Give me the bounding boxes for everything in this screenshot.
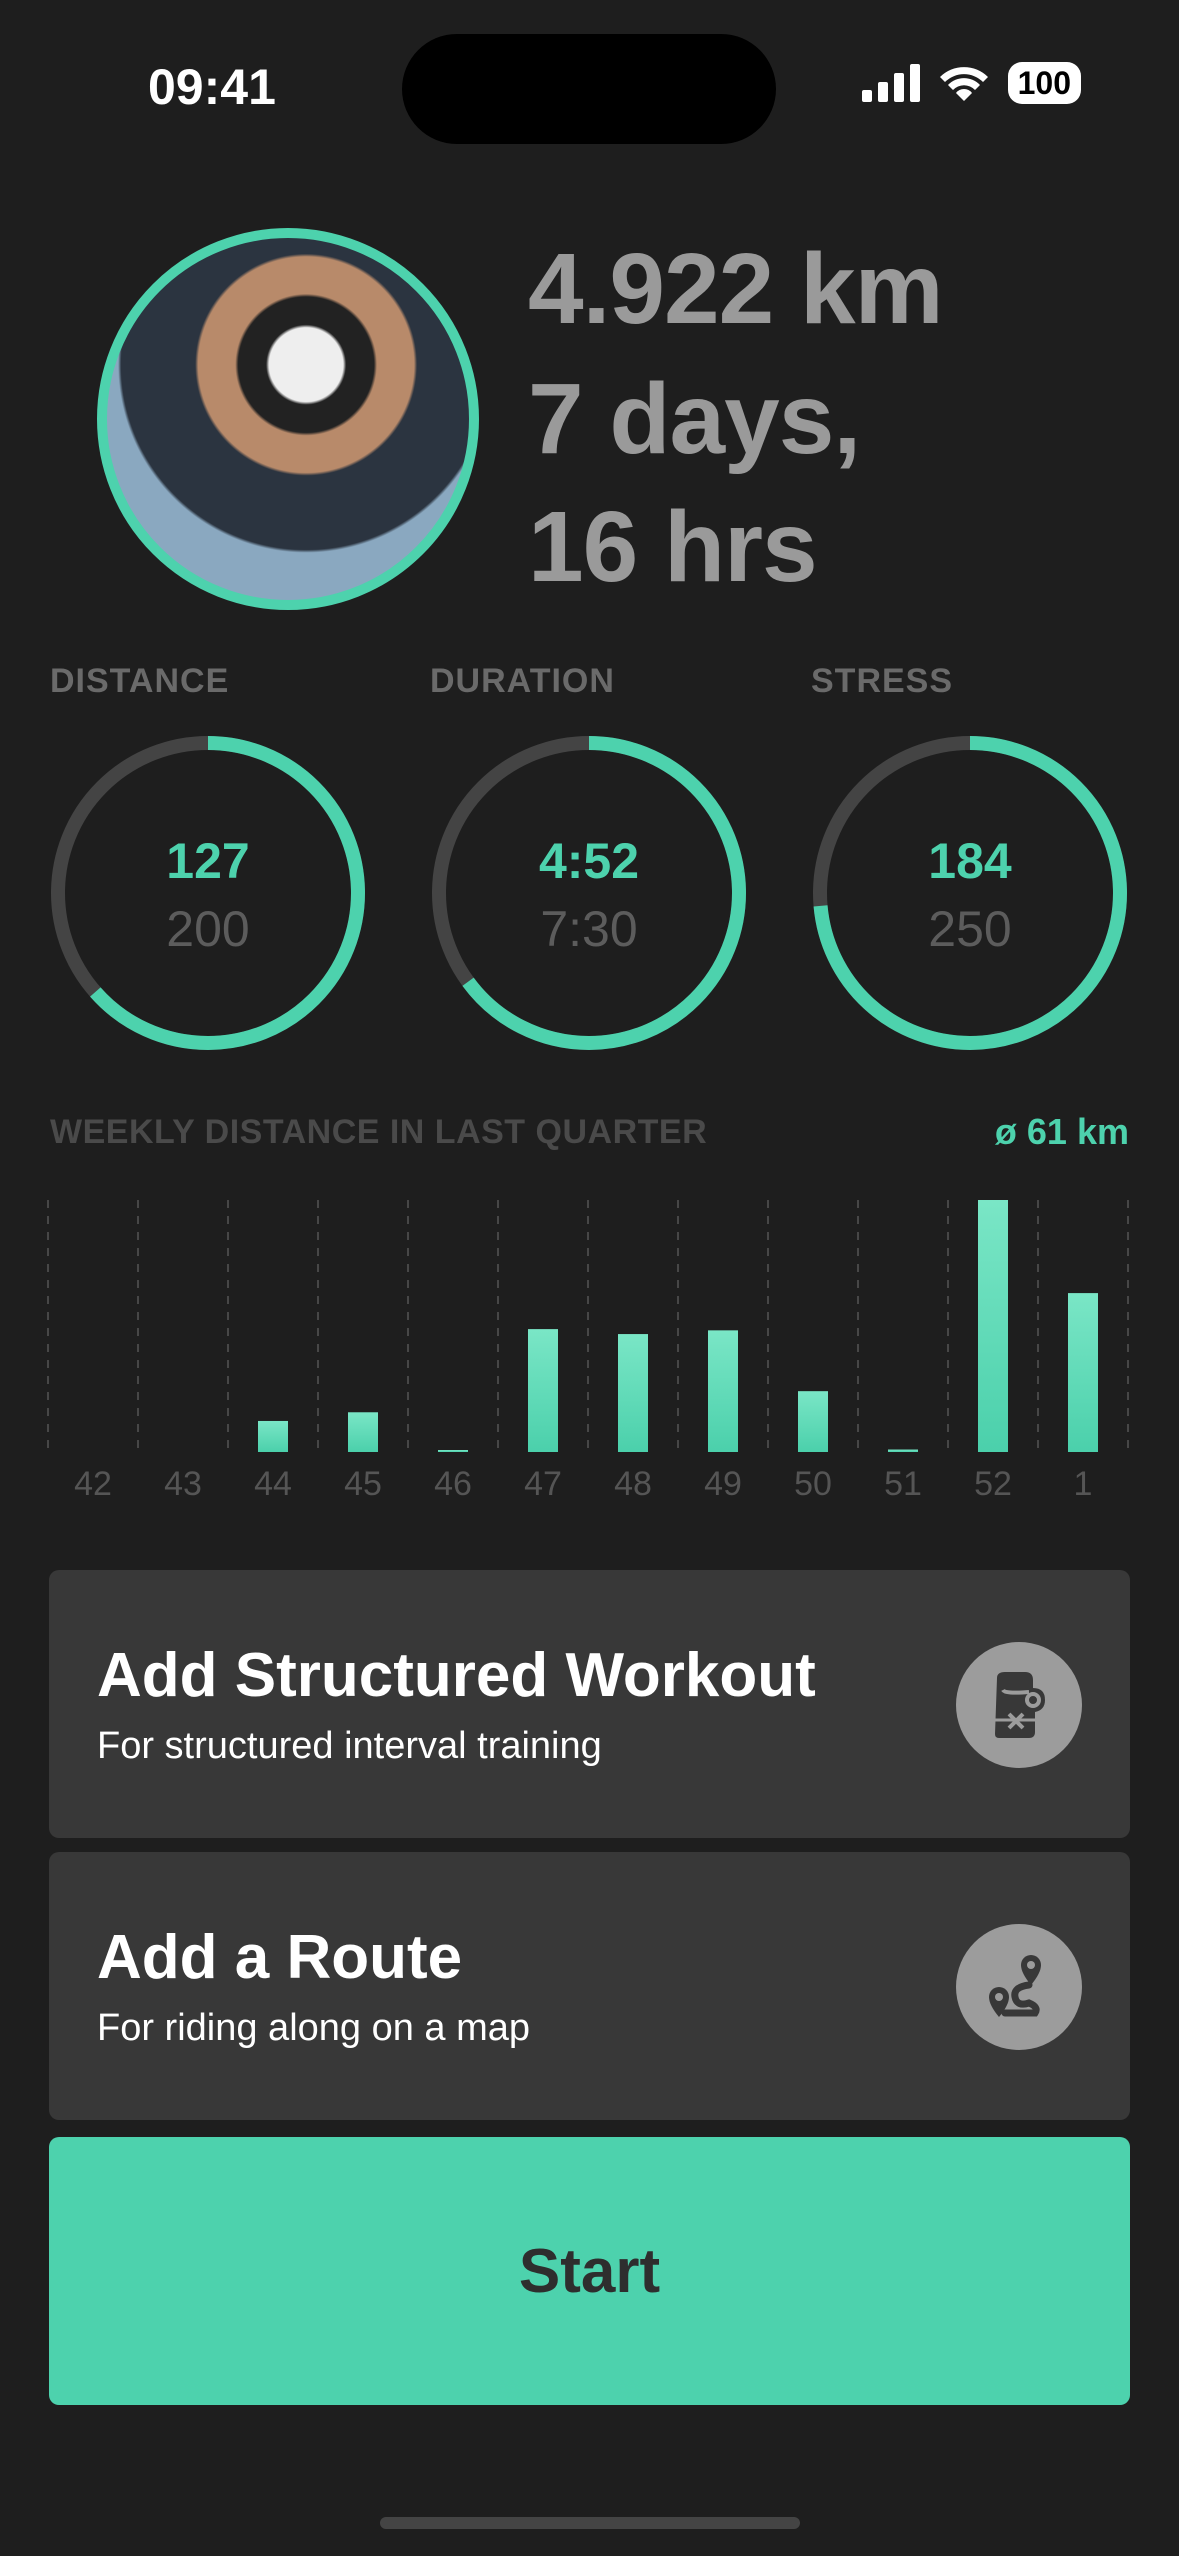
bar-week-45 — [348, 1412, 378, 1452]
x-tick-label: 43 — [164, 1465, 202, 1503]
weekly-distance-chart: 42 43 44 45 46 47 48 49 50 51 52 1 — [47, 1200, 1129, 1503]
stress-ring: 184 250 — [807, 730, 1133, 1056]
distance-ring: 127 200 — [45, 730, 371, 1056]
metric-label-distance: DISTANCE — [50, 662, 230, 700]
x-tick-label: 45 — [344, 1465, 382, 1503]
route-icon[interactable] — [956, 1924, 1082, 2050]
dynamic-island — [402, 34, 776, 144]
card-subtitle: For structured interval training — [97, 1725, 602, 1767]
signal-icon — [861, 64, 920, 102]
x-tick-label: 44 — [254, 1465, 292, 1503]
add-route-card[interactable]: Add a Route For riding along on a map — [49, 1852, 1130, 2120]
bar-week-50 — [798, 1391, 828, 1452]
bar-week-1 — [1068, 1293, 1098, 1452]
x-tick-label: 42 — [74, 1465, 112, 1503]
ring-value: 184 — [928, 833, 1012, 889]
total-time-hours: 16 hrs — [528, 491, 818, 603]
ring-progress — [813, 736, 1127, 1050]
bar-week-47 — [528, 1329, 558, 1452]
chart-average: ø 61 km — [994, 1111, 1129, 1152]
ring-value: 127 — [166, 833, 250, 889]
card-title: Add a Route — [97, 1923, 463, 1992]
bar-week-46 — [438, 1450, 468, 1452]
ring-goal: 200 — [166, 901, 250, 957]
ring-progress — [51, 736, 365, 1050]
add-structured-workout-card[interactable]: Add Structured Workout For structured in… — [49, 1570, 1130, 1838]
card-title: Add Structured Workout — [97, 1641, 816, 1710]
status-icons: 100 — [861, 62, 1081, 104]
x-tick-label: 46 — [434, 1465, 472, 1503]
home-indicator[interactable] — [380, 2517, 800, 2529]
metric-label-stress: STRESS — [811, 662, 954, 700]
battery-icon: 100 — [1007, 62, 1081, 104]
total-time-days: 7 days, — [528, 363, 861, 475]
boxing-glove-icon[interactable] — [956, 1642, 1082, 1768]
x-tick-label: 51 — [884, 1465, 922, 1503]
total-distance: 4.922 km — [528, 233, 944, 345]
bar-week-52 — [978, 1200, 1008, 1452]
x-tick-label: 47 — [524, 1465, 562, 1503]
card-subtitle: For riding along on a map — [97, 2007, 531, 2049]
bar-week-51 — [888, 1449, 918, 1452]
metric-label-duration: DURATION — [430, 662, 615, 700]
start-button[interactable]: Start — [49, 2137, 1130, 2405]
wifi-icon — [939, 67, 988, 101]
ring-goal: 7:30 — [540, 901, 638, 957]
bar-week-48 — [618, 1334, 648, 1452]
bar-week-44 — [258, 1420, 288, 1452]
avatar[interactable] — [97, 228, 479, 610]
x-tick-label: 49 — [704, 1465, 742, 1503]
ring-goal: 250 — [928, 901, 1012, 957]
chart-title: WEEKLY DISTANCE IN LAST QUARTER — [50, 1113, 708, 1151]
x-tick-label: 52 — [974, 1465, 1012, 1503]
ring-progress — [432, 736, 746, 1050]
status-time: 09:41 — [148, 59, 276, 115]
bar-week-49 — [708, 1330, 738, 1452]
x-tick-label: 1 — [1074, 1465, 1093, 1503]
x-tick-label: 50 — [794, 1465, 832, 1503]
ring-value: 4:52 — [538, 833, 640, 889]
duration-ring: 4:52 7:30 — [426, 730, 752, 1056]
x-tick-label: 48 — [614, 1465, 652, 1503]
